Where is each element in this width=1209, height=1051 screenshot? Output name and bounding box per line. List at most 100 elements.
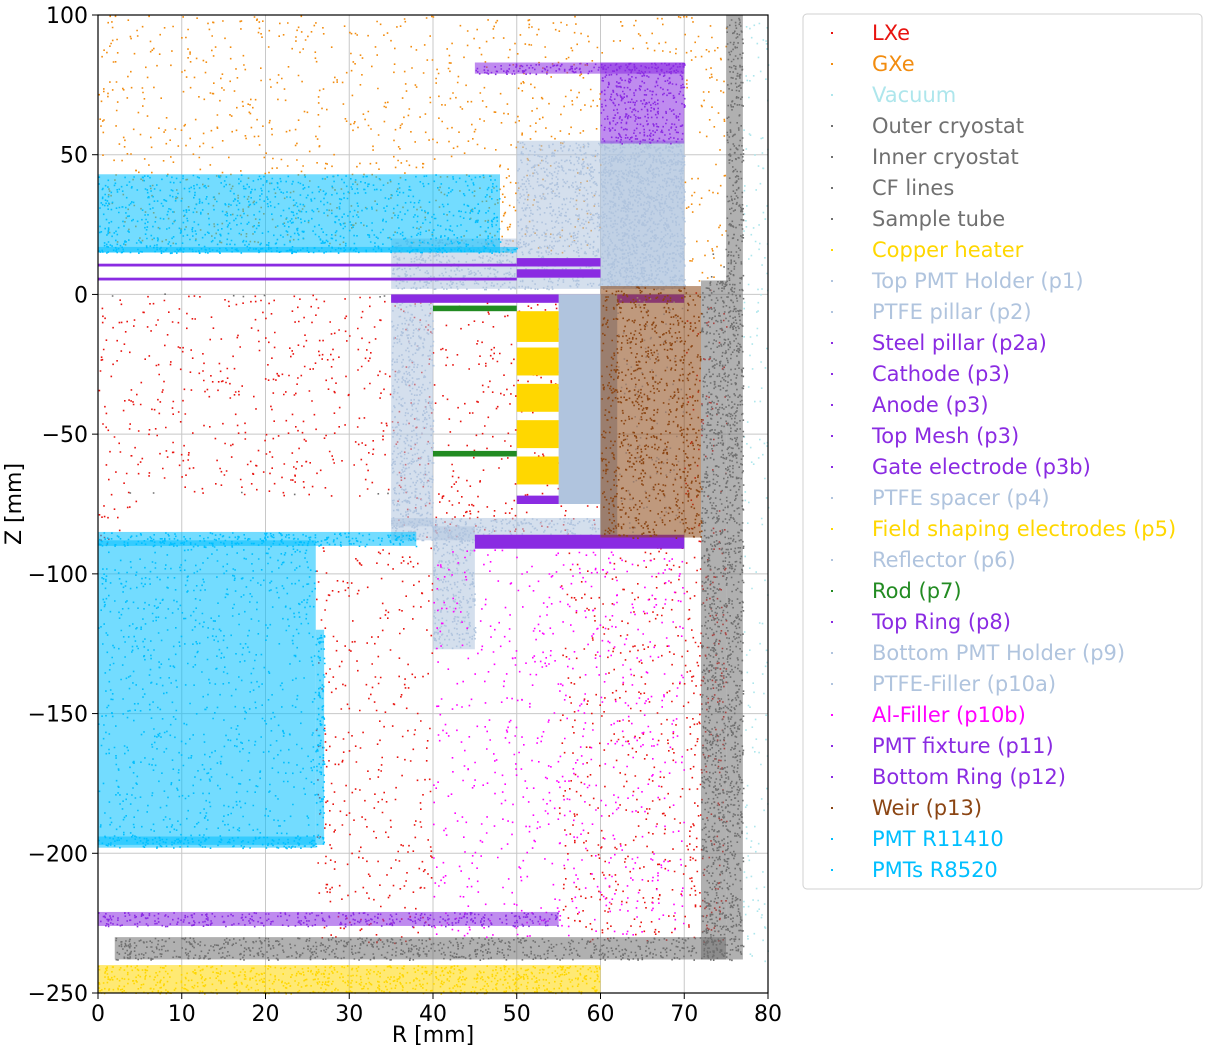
legend-marker (831, 807, 833, 809)
x-tick-label: 20 (252, 1002, 280, 1027)
legend-marker (831, 466, 833, 468)
legend-marker (831, 218, 833, 220)
series-steel-pillar-p2a- (474, 62, 686, 145)
legend-entry: Field shaping electrodes (p5) (872, 517, 1176, 541)
series-field-shaping-electrodes-p5- (516, 311, 559, 485)
legend-entry: Bottom Ring (p12) (872, 765, 1066, 789)
y-tick-label: 100 (46, 4, 88, 29)
region (98, 277, 517, 281)
x-axis-ticks: 0 10 20 30 40 50 60 70 80 (91, 993, 782, 1027)
legend-marker (831, 249, 833, 251)
region-fill (98, 836, 316, 848)
region-points (315, 547, 434, 945)
region-points (516, 141, 686, 241)
legend-entry: PTFE pillar (p2) (872, 300, 1032, 324)
region-points (391, 518, 602, 542)
legend-entry: Gate electrode (p3b) (872, 455, 1091, 479)
legend-marker (831, 404, 833, 406)
series-pmt-r11410 (98, 531, 418, 850)
legend: LXe GXe Vacuum Outer cryostat Inner cryostat… (802, 13, 1203, 890)
y-tick-label: 0 (74, 283, 88, 308)
region-points (98, 836, 318, 850)
series-inner-cryostat (114, 15, 745, 962)
legend-marker (831, 125, 833, 127)
series-pmts-r8520 (98, 174, 518, 255)
region-fill (433, 526, 475, 650)
series-top-ring-p8- (98, 263, 517, 281)
legend-marker (831, 373, 833, 375)
legend-entry: PMT fixture (p11) (872, 734, 1054, 758)
y-tick-label: −150 (28, 703, 88, 728)
legend-marker (831, 187, 833, 189)
region (433, 450, 517, 457)
region (516, 258, 601, 267)
region-fill (600, 286, 701, 538)
legend-marker (831, 94, 833, 96)
legend-marker (831, 63, 833, 65)
legend-marker (831, 435, 833, 437)
legend-marker (831, 311, 833, 313)
legend-marker (831, 869, 833, 871)
series-weir-p13- (600, 286, 703, 540)
scatter-regions (98, 15, 770, 995)
region (516, 269, 601, 278)
legend-marker (831, 776, 833, 778)
y-tick-label: −250 (28, 982, 88, 1007)
x-tick-label: 0 (91, 1002, 105, 1027)
series-copper-heater (98, 965, 601, 995)
legend-entry: Weir (p13) (872, 796, 982, 820)
legend-marker (831, 497, 833, 499)
legend-marker (831, 590, 833, 592)
legend-entry: Al-Filler (p10b) (872, 703, 1026, 727)
legend-entry: PTFE spacer (p4) (872, 486, 1050, 510)
region (516, 383, 559, 412)
y-tick-label: 50 (60, 144, 88, 169)
region-points (98, 965, 601, 995)
legend-marker (831, 32, 833, 34)
legend-entry: Anode (p3) (872, 393, 989, 417)
x-tick-label: 10 (168, 1002, 196, 1027)
legend-entry: Copper heater (872, 238, 1024, 262)
region (516, 311, 559, 342)
legend-entry: Vacuum (872, 83, 956, 107)
series-rod-p7- (433, 305, 517, 457)
legend-entry: PMT R11410 (872, 827, 1004, 851)
legend-marker (831, 621, 833, 623)
y-tick-label: −100 (28, 563, 88, 588)
region-points (600, 62, 686, 145)
legend-marker (831, 838, 833, 840)
region-points (391, 294, 435, 528)
series-gate-electrode-p3b- (391, 294, 685, 303)
legend-entry: Sample tube (872, 207, 1005, 231)
y-tick-label: −50 (42, 423, 88, 448)
legend-marker (831, 745, 833, 747)
region-fill (98, 531, 417, 546)
region-points (98, 174, 502, 255)
legend-marker (831, 280, 833, 282)
region-points (315, 634, 326, 845)
region (558, 294, 601, 504)
legend-entry: Outer cryostat (872, 114, 1024, 138)
series-bottom-ring-p12- (98, 911, 559, 928)
legend-entry: Top Mesh (p3) (871, 424, 1019, 448)
y-tick-label: −200 (28, 842, 88, 867)
region-points (475, 62, 686, 76)
region-points (726, 17, 745, 962)
legend-marker (831, 559, 833, 561)
series-anode-p3- (516, 269, 601, 278)
legend-entry: PTFE-Filler (p10a) (872, 672, 1056, 696)
region-points (98, 912, 559, 928)
x-tick-label: 50 (503, 1002, 531, 1027)
region-points (98, 532, 418, 548)
region-points (98, 540, 318, 845)
region-fill (516, 140, 685, 239)
legend-marker (831, 342, 833, 344)
legend-marker (831, 652, 833, 654)
region (433, 305, 517, 312)
legend-entry: Bottom PMT Holder (p9) (872, 641, 1125, 665)
legend-entry: PMTs R8520 (872, 858, 998, 882)
legend-entry: Top Ring (p8) (871, 610, 1011, 634)
legend-entry: Inner cryostat (872, 145, 1019, 169)
legend-box (802, 13, 1203, 890)
x-tick-label: 60 (587, 1002, 615, 1027)
